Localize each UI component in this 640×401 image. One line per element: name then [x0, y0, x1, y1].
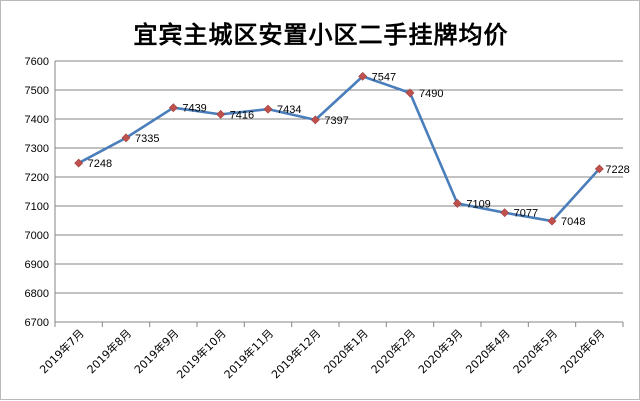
data-point — [121, 133, 131, 143]
x-tick-label: 2020年3月 — [415, 326, 465, 376]
data-label: 7547 — [372, 71, 396, 83]
x-tick-label: 2019年12月 — [268, 326, 323, 381]
y-tick-label: 7200 — [25, 172, 49, 184]
y-tick-label: 7400 — [25, 114, 49, 126]
data-label: 7434 — [277, 104, 301, 116]
series-line — [78, 75, 601, 223]
data-point — [405, 88, 415, 98]
data-label: 7228 — [605, 164, 629, 176]
data-point — [216, 109, 226, 119]
data-point — [168, 103, 178, 113]
data-point — [452, 198, 462, 208]
y-tick-label: 7600 — [25, 56, 49, 68]
data-label: 7397 — [324, 115, 348, 127]
chart-title: 宜宾主城区安置小区二手挂牌均价 — [133, 20, 509, 49]
data-label: 7490 — [419, 88, 443, 100]
x-tick-label: 2020年4月 — [463, 326, 513, 376]
data-label: 7416 — [230, 109, 254, 121]
y-tick-label: 7300 — [25, 143, 49, 155]
data-label: 7077 — [514, 208, 538, 220]
data-point — [358, 71, 368, 81]
x-tick-label: 2020年1月 — [321, 326, 371, 376]
data-label: 7335 — [135, 133, 159, 145]
data-point — [594, 164, 604, 174]
y-tick-label: 7100 — [25, 201, 49, 213]
data-point — [310, 115, 320, 125]
data-point — [74, 158, 84, 168]
data-point — [500, 208, 510, 218]
data-label: 7439 — [182, 103, 206, 115]
data-point — [547, 216, 557, 226]
x-tick-label: 2020年6月 — [557, 326, 607, 376]
x-tick-label: 2020年2月 — [368, 326, 418, 376]
data-label: 7109 — [466, 198, 490, 210]
y-tick-label: 7000 — [25, 230, 49, 242]
x-tick-label: 2019年10月 — [174, 326, 229, 381]
y-tick-label: 6800 — [25, 288, 49, 300]
x-tick-label: 2019年11月 — [221, 326, 276, 381]
y-tick-label: 7500 — [25, 85, 49, 97]
y-tick-label: 6900 — [25, 259, 49, 271]
data-point — [263, 104, 273, 114]
x-tick-label: 2019年7月 — [37, 326, 87, 376]
x-tick-label: 2019年9月 — [131, 326, 181, 376]
x-tick-label: 2020年5月 — [510, 326, 560, 376]
data-label: 7048 — [561, 216, 585, 228]
data-label: 7248 — [88, 158, 112, 170]
y-tick-label: 6700 — [25, 317, 49, 329]
x-tick-label: 2019年8月 — [84, 326, 134, 376]
